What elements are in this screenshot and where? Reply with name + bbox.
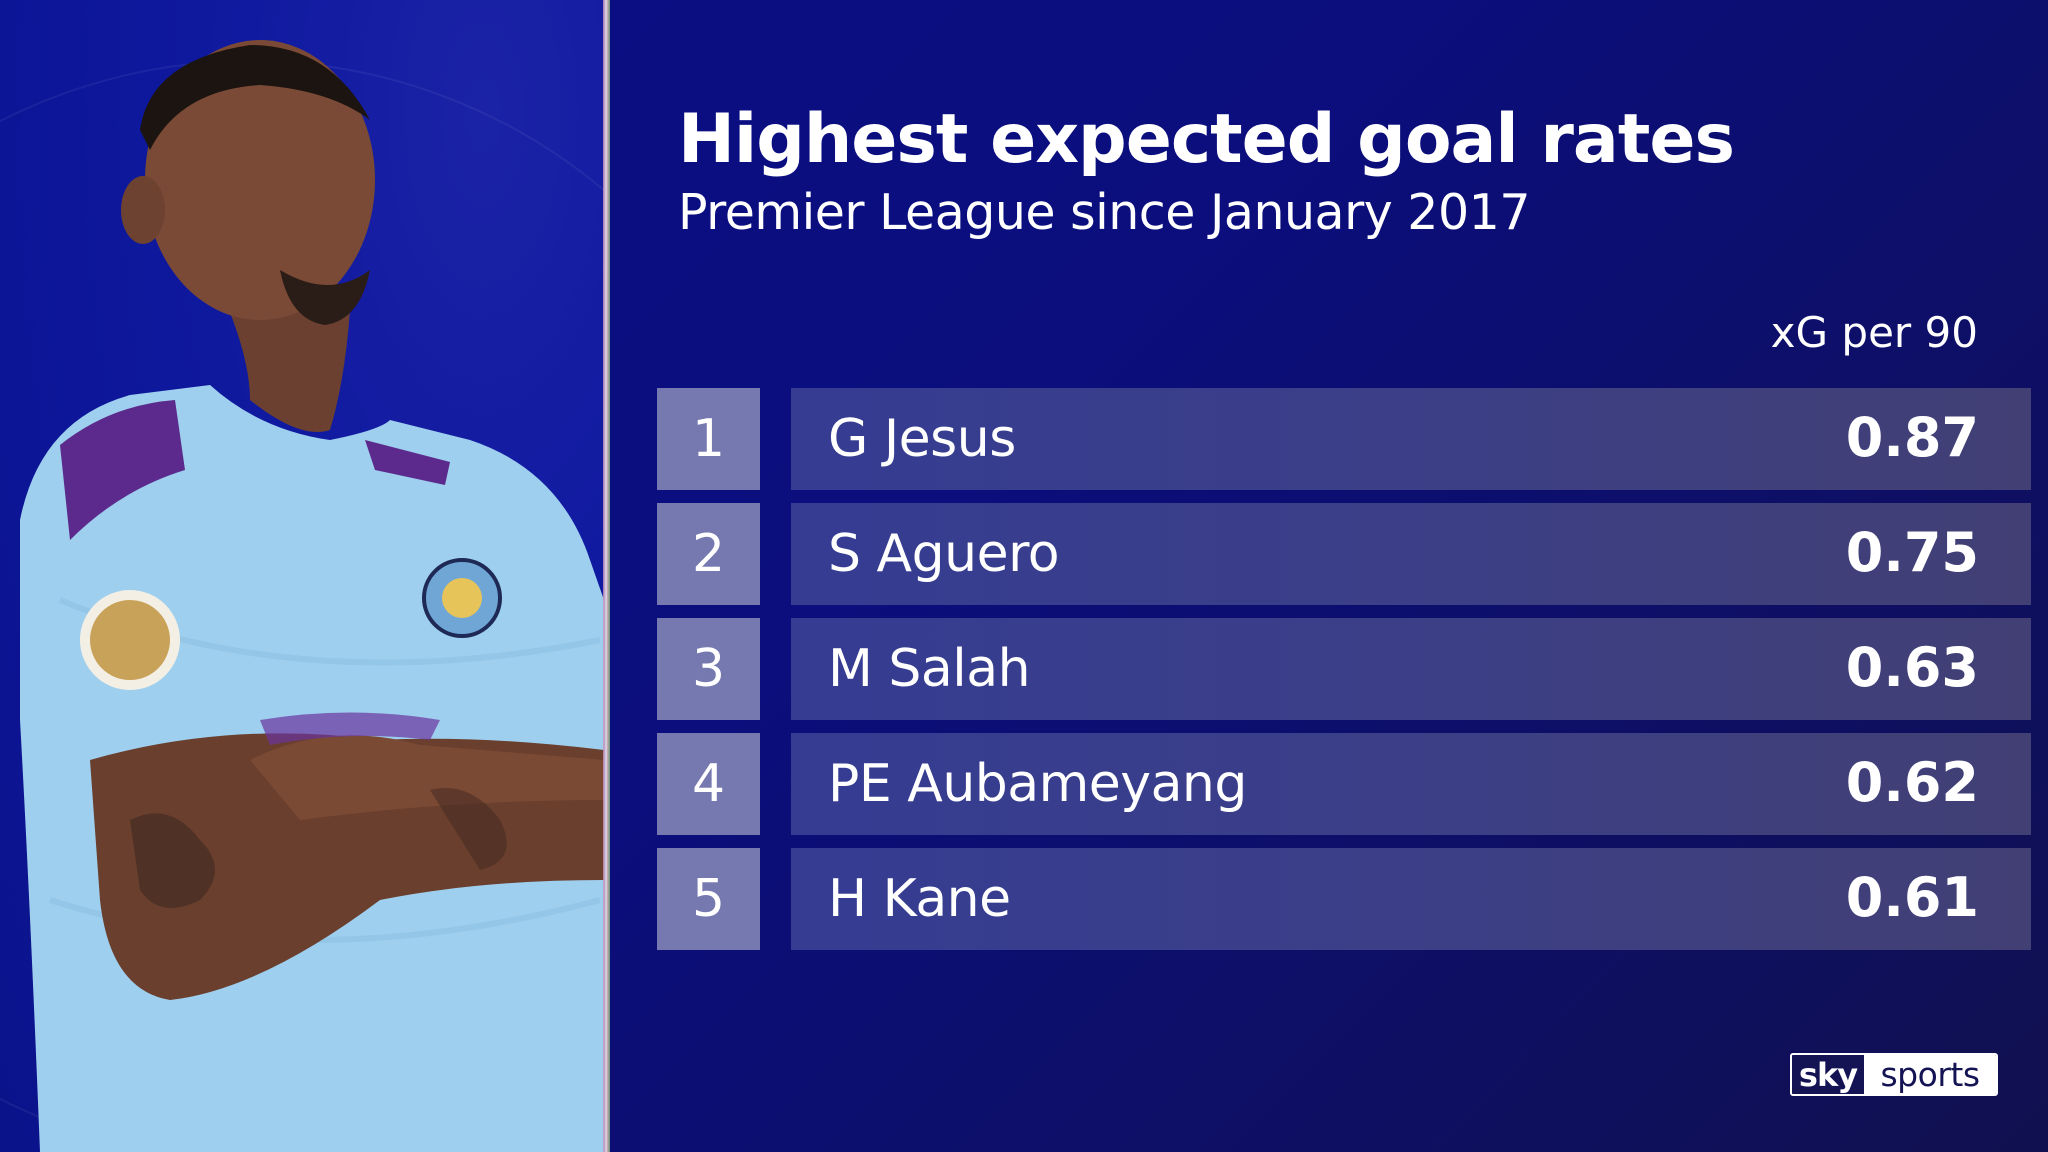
player-bar: PE Aubameyang 0.62: [791, 733, 2031, 835]
sky-sports-logo: sky sports: [1790, 1053, 1998, 1096]
player-bar: G Jesus 0.87: [791, 388, 2031, 490]
player-image: [20, 40, 604, 1152]
logo-sports: sports: [1864, 1055, 1996, 1094]
player-name: H Kane: [828, 869, 1011, 929]
column-header-xg: xG per 90: [1770, 308, 1978, 357]
rank-box: 2: [657, 503, 760, 605]
page-subtitle: Premier League since January 2017: [678, 184, 1531, 241]
player-image-panel: [0, 0, 604, 1152]
player-bar: M Salah 0.63: [791, 618, 2031, 720]
table-row: 1 G Jesus 0.87: [657, 388, 2031, 490]
player-name: PE Aubameyang: [828, 754, 1247, 814]
table-row: 5 H Kane 0.61: [657, 848, 2031, 950]
player-bar: S Aguero 0.75: [791, 503, 2031, 605]
table-row: 3 M Salah 0.63: [657, 618, 2031, 720]
player-name: S Aguero: [828, 524, 1060, 584]
rank-box: 4: [657, 733, 760, 835]
header: Highest expected goal rates Premier Leag…: [678, 98, 1735, 244]
player-bar: H Kane 0.61: [791, 848, 2031, 950]
rank-box: 1: [657, 388, 760, 490]
xg-value: 0.61: [1845, 866, 1979, 929]
rank-box: 3: [657, 618, 760, 720]
xg-value: 0.63: [1845, 636, 1979, 699]
rank-box: 5: [657, 848, 760, 950]
xg-value: 0.87: [1845, 406, 1979, 469]
player-name: G Jesus: [828, 409, 1016, 469]
player-name: M Salah: [828, 639, 1031, 699]
xg-value: 0.62: [1845, 751, 1979, 814]
logo-sky: sky: [1792, 1055, 1864, 1094]
xg-value: 0.75: [1845, 521, 1979, 584]
panel-divider: [603, 0, 610, 1152]
table-row: 2 S Aguero 0.75: [657, 503, 2031, 605]
page-title: Highest expected goal rates: [678, 100, 1735, 179]
table-row: 4 PE Aubameyang 0.62: [657, 733, 2031, 835]
